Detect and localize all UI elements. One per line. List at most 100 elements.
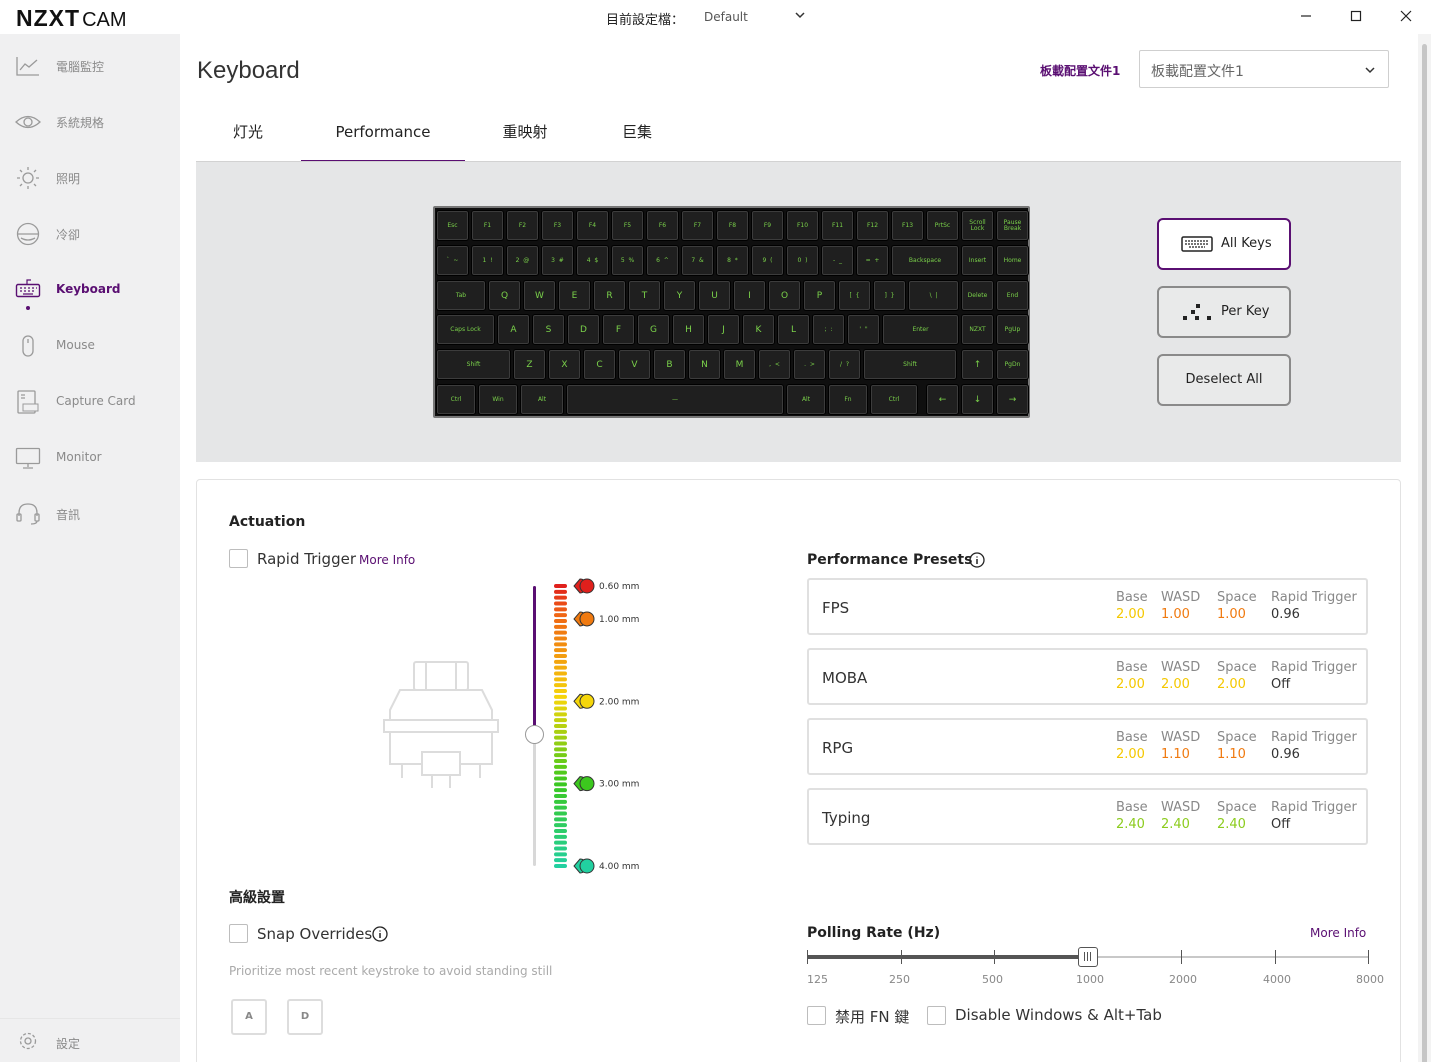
- key[interactable]: G: [637, 314, 670, 345]
- key[interactable]: Esc: [436, 210, 469, 241]
- key[interactable]: R: [593, 280, 626, 311]
- key[interactable]: Tab: [436, 280, 486, 311]
- minimize-icon[interactable]: [1298, 8, 1314, 24]
- key[interactable]: E: [558, 280, 591, 311]
- key[interactable]: Enter: [882, 314, 959, 345]
- polling-rate-tick-label[interactable]: 2000: [1169, 973, 1197, 986]
- disable-windows-checkbox[interactable]: [927, 1006, 946, 1025]
- actuation-slider-thumb[interactable]: [525, 725, 544, 745]
- key[interactable]: 9 (: [751, 245, 784, 276]
- polling-rate-tick-label[interactable]: 4000: [1263, 973, 1291, 986]
- key[interactable]: Backspace: [891, 245, 959, 276]
- key[interactable]: F4: [576, 210, 609, 241]
- key[interactable]: J: [707, 314, 740, 345]
- key[interactable]: F7: [681, 210, 714, 241]
- sidebar-item-audio[interactable]: 音訊: [0, 494, 180, 534]
- polling-rate-tick-label[interactable]: 1000: [1076, 973, 1104, 986]
- key[interactable]: H: [672, 314, 705, 345]
- key[interactable]: Ctrl: [870, 384, 918, 415]
- key[interactable]: - _: [821, 245, 854, 276]
- key[interactable]: ↑: [961, 349, 994, 380]
- sidebar-item-monitor[interactable]: Monitor: [0, 438, 180, 478]
- all-keys-button[interactable]: All Keys: [1157, 218, 1291, 270]
- key[interactable]: Z: [513, 349, 546, 380]
- key[interactable]: S: [532, 314, 565, 345]
- actuation-marker-dot[interactable]: [579, 693, 595, 709]
- key[interactable]: X: [548, 349, 581, 380]
- key[interactable]: T: [628, 280, 661, 311]
- scrollbar-thumb[interactable]: [1422, 44, 1427, 1062]
- sidebar-item-lighting[interactable]: 照明: [0, 158, 180, 198]
- actuation-marker-dot[interactable]: [579, 858, 595, 874]
- tab-lighting[interactable]: 灯光: [232, 123, 263, 141]
- key[interactable]: Fn: [828, 384, 868, 415]
- key[interactable]: P: [803, 280, 836, 311]
- rapid-trigger-checkbox[interactable]: [229, 549, 248, 568]
- key[interactable]: Q: [488, 280, 521, 311]
- key[interactable]: C: [583, 349, 616, 380]
- key[interactable]: Home: [996, 245, 1029, 276]
- key[interactable]: —: [566, 384, 784, 415]
- rapid-trigger-more-info-link[interactable]: More Info: [359, 553, 416, 567]
- key[interactable]: / ?: [828, 349, 861, 380]
- key[interactable]: F13: [891, 210, 924, 241]
- info-icon[interactable]: [969, 552, 985, 568]
- key[interactable]: Insert: [961, 245, 994, 276]
- sidebar-item-mouse[interactable]: Mouse: [0, 326, 180, 366]
- preset-card[interactable]: RPG Base 2.00 WASD 1.10 Space 1.10 Rapid Trigge…: [807, 718, 1368, 775]
- key[interactable]: Alt: [520, 384, 564, 415]
- polling-rate-tick-label[interactable]: 8000: [1356, 973, 1384, 986]
- key[interactable]: 7 &: [681, 245, 714, 276]
- key[interactable]: Alt: [786, 384, 826, 415]
- key[interactable]: 1 !: [471, 245, 504, 276]
- key[interactable]: , <: [758, 349, 791, 380]
- actuation-marker-dot[interactable]: [579, 578, 595, 594]
- tab-macro[interactable]: 巨集: [621, 123, 652, 141]
- key[interactable]: 5 %: [611, 245, 644, 276]
- key[interactable]: 8 *: [716, 245, 749, 276]
- key[interactable]: O: [768, 280, 801, 311]
- scrollbar[interactable]: [1418, 34, 1431, 1062]
- key[interactable]: End: [996, 280, 1029, 311]
- key[interactable]: . >: [793, 349, 826, 380]
- key[interactable]: Shift: [436, 349, 511, 380]
- key[interactable]: →: [996, 384, 1029, 415]
- onboard-profile-select[interactable]: 板載配置文件1: [1139, 50, 1389, 88]
- key[interactable]: L: [777, 314, 810, 345]
- key[interactable]: Caps Lock: [436, 314, 495, 345]
- actuation-marker-dot[interactable]: [579, 776, 595, 792]
- sidebar-item-keyboard[interactable]: Keyboard: [0, 270, 180, 310]
- profile-select[interactable]: Default: [704, 10, 748, 24]
- polling-rate-tick-label[interactable]: 500: [982, 973, 1003, 986]
- key[interactable]: ' ": [847, 314, 880, 345]
- close-icon[interactable]: [1398, 8, 1414, 24]
- info-icon[interactable]: [372, 926, 388, 942]
- key[interactable]: F8: [716, 210, 749, 241]
- key[interactable]: K: [742, 314, 775, 345]
- key[interactable]: ] }: [873, 280, 906, 311]
- sidebar-item-pc-monitoring[interactable]: 電腦監控: [0, 46, 180, 86]
- key[interactable]: [ {: [838, 280, 871, 311]
- key[interactable]: D: [567, 314, 600, 345]
- key[interactable]: Delete: [961, 280, 994, 311]
- key[interactable]: Y: [663, 280, 696, 311]
- key[interactable]: ` ~: [436, 245, 469, 276]
- sidebar-item-capture-card[interactable]: Capture Card: [0, 382, 180, 422]
- key[interactable]: Shift: [863, 349, 957, 380]
- key[interactable]: F: [602, 314, 635, 345]
- key[interactable]: PgUp: [996, 314, 1029, 345]
- key[interactable]: M: [723, 349, 756, 380]
- snap-key-a[interactable]: A: [231, 999, 267, 1035]
- per-key-button[interactable]: Per Key: [1157, 286, 1291, 338]
- key[interactable]: F3: [541, 210, 574, 241]
- key[interactable]: F2: [506, 210, 539, 241]
- key[interactable]: 6 ^: [646, 245, 679, 276]
- key[interactable]: PrtSc: [926, 210, 959, 241]
- key[interactable]: ; :: [812, 314, 845, 345]
- deselect-all-button[interactable]: Deselect All: [1157, 354, 1291, 406]
- key[interactable]: = +: [856, 245, 889, 276]
- key[interactable]: F9: [751, 210, 784, 241]
- key[interactable]: 4 $: [576, 245, 609, 276]
- key[interactable]: A: [497, 314, 530, 345]
- key[interactable]: 2 @: [506, 245, 539, 276]
